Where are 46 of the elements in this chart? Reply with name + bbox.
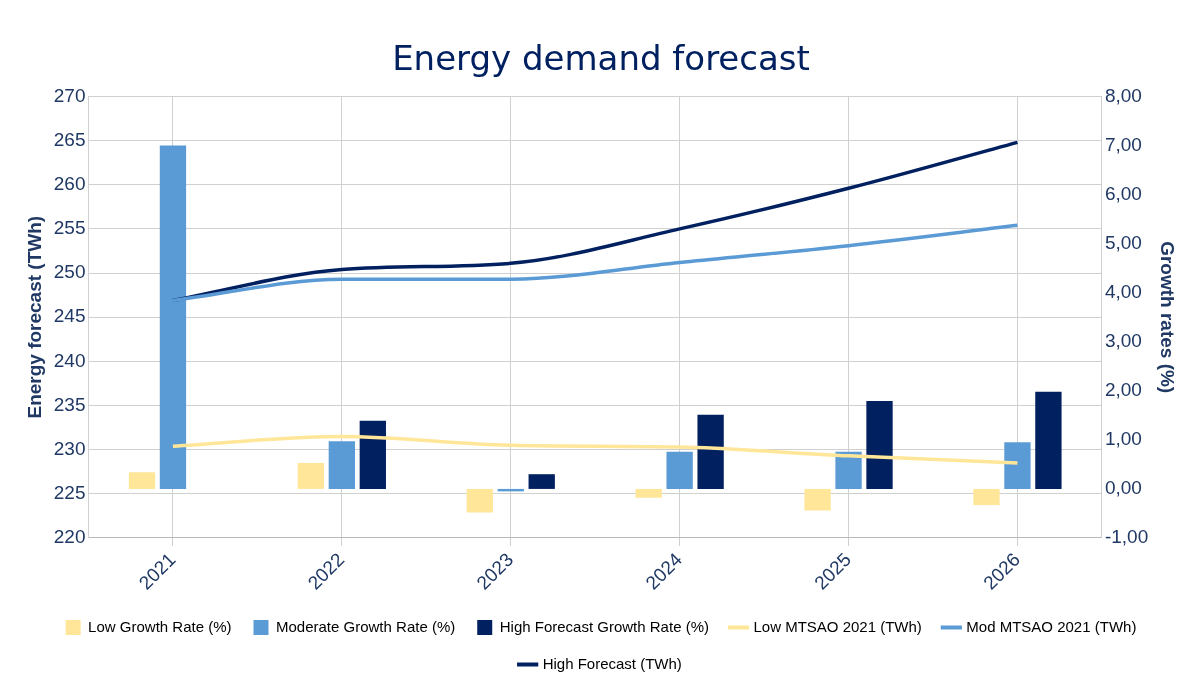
- y-tick-label: 240: [53, 349, 86, 371]
- line-series: [171, 434, 1020, 465]
- y2-tick-label: 2,00: [1104, 379, 1142, 401]
- y2-tick-label: 3,00: [1104, 329, 1142, 351]
- bar: [1004, 442, 1031, 489]
- legend-label: Low MTSAO 2021 (TWh): [753, 617, 922, 635]
- bar: [697, 414, 724, 489]
- bar: [128, 472, 156, 489]
- legend-label: Moderate Growth Rate (%): [276, 617, 456, 635]
- y2-tick-label: 0,00: [1104, 477, 1142, 499]
- bar: [297, 462, 325, 489]
- y2-tick-label: 4,00: [1104, 280, 1142, 302]
- y2-tick-label: -1,00: [1104, 526, 1149, 548]
- y-tick-label: 255: [53, 217, 86, 239]
- legend-label: Mod MTSAO 2021 (TWh): [966, 617, 1137, 635]
- y-tick-label: 270: [53, 84, 86, 106]
- bar: [866, 401, 893, 489]
- legend-label: Low Growth Rate (%): [88, 617, 232, 635]
- y-tick-label: 265: [53, 128, 86, 150]
- y2-tick-label: 5,00: [1104, 231, 1142, 253]
- y-axis-title: Energy forecast (TWh): [23, 215, 45, 419]
- y2-tick-label: 7,00: [1104, 133, 1142, 155]
- bar: [466, 488, 493, 513]
- bar: [328, 441, 356, 489]
- bar: [835, 451, 862, 489]
- bar: [973, 488, 1000, 506]
- y-tick-label: 260: [53, 172, 86, 194]
- y-tick-label: 235: [53, 393, 86, 415]
- legend-label: High Forecast (TWh): [542, 654, 682, 672]
- bar: [1035, 391, 1062, 489]
- bar: [528, 474, 555, 489]
- y-tick-label: 225: [53, 482, 86, 504]
- bar: [666, 451, 693, 489]
- bar: [635, 488, 662, 498]
- chart-title: Energy demand forecast: [391, 38, 811, 80]
- y2-tick-label: 6,00: [1104, 182, 1142, 204]
- y2-tick-label: 1,00: [1104, 428, 1142, 450]
- y2-axis-title: Growth rates (%): [1157, 241, 1179, 394]
- legend-label: High Forecast Growth Rate (%): [499, 617, 709, 635]
- y2-tick-label: 8,00: [1104, 84, 1142, 106]
- bar: [359, 420, 386, 489]
- y-tick-label: 220: [53, 526, 86, 548]
- y-tick-label: 245: [53, 305, 86, 327]
- y-tick-label: 250: [53, 261, 86, 283]
- y-tick-label: 230: [53, 437, 86, 459]
- bar: [804, 488, 831, 511]
